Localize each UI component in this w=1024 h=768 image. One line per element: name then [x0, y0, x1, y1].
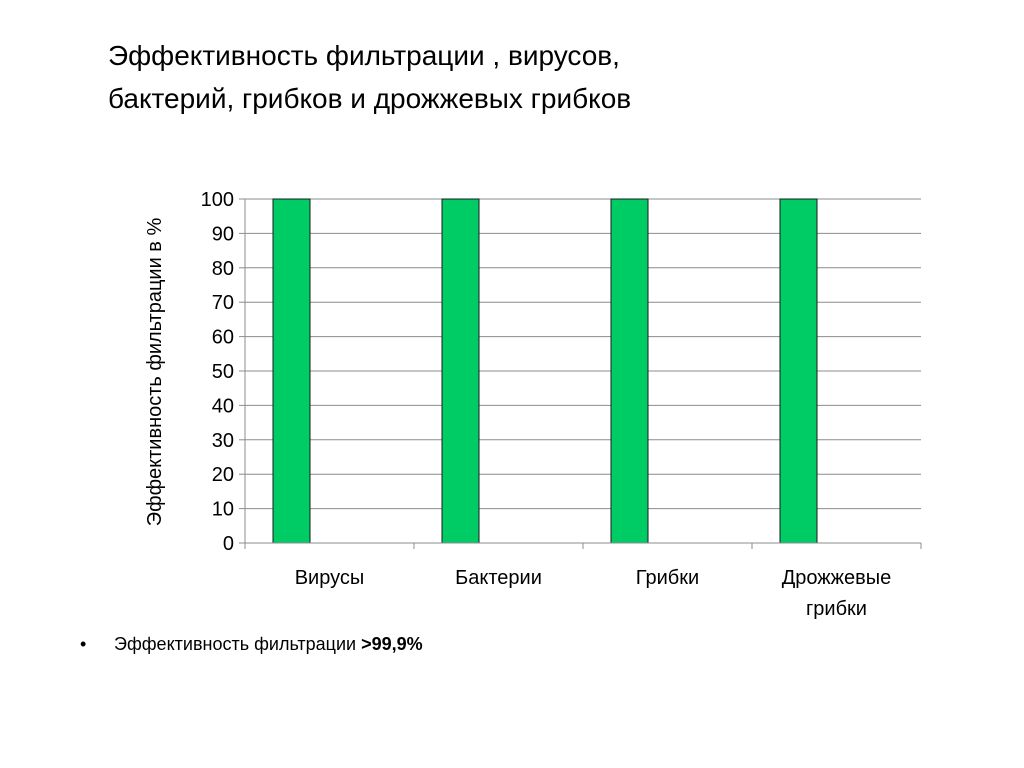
chart-x-category-labels: Вирусы Бактерии Грибки Дрожжевые грибки: [295, 567, 892, 620]
bullet-value: >99,9%: [361, 634, 423, 654]
y-tick-label: 10: [212, 499, 234, 521]
y-tick-label: 40: [212, 395, 234, 417]
x-category-label: Вирусы: [295, 567, 365, 589]
bullet-item: • Эффективность фильтрации >99,9%: [80, 634, 423, 655]
y-tick-label: 0: [223, 533, 234, 555]
y-axis-label: Эффективность фильтрации в %: [144, 218, 166, 527]
x-category-label: Дрожжевые: [782, 567, 892, 589]
x-category-label: Грибки: [636, 567, 699, 589]
bar-1: [441, 198, 480, 544]
chart-y-tick-labels: 0 10 20 30 40 50 60 70 80 90 100: [201, 189, 234, 555]
chart-gridlines: [239, 198, 921, 544]
y-tick-label: 20: [212, 464, 234, 486]
chart-bars: [272, 198, 818, 544]
y-tick-label: 30: [212, 430, 234, 452]
x-category-label: грибки: [806, 598, 867, 620]
y-tick-label: 80: [212, 258, 234, 280]
x-category-label: Бактерии: [455, 567, 542, 589]
bar-0: [272, 198, 311, 544]
chart-axes: [244, 199, 922, 549]
bar-3: [779, 198, 818, 544]
y-tick-label: 90: [212, 223, 234, 245]
bullet-text: Эффективность фильтрации: [114, 634, 362, 654]
bullet-dot-icon: •: [80, 634, 87, 654]
bullet-list: • Эффективность фильтрации >99,9%: [80, 634, 423, 655]
y-tick-label: 50: [212, 361, 234, 383]
y-tick-label: 60: [212, 327, 234, 349]
slide-title: Эффективность фильтрации , вирусов, бакт…: [108, 40, 632, 114]
bar-2: [610, 198, 649, 544]
y-tick-label: 70: [212, 292, 234, 314]
y-tick-label: 100: [201, 189, 234, 211]
